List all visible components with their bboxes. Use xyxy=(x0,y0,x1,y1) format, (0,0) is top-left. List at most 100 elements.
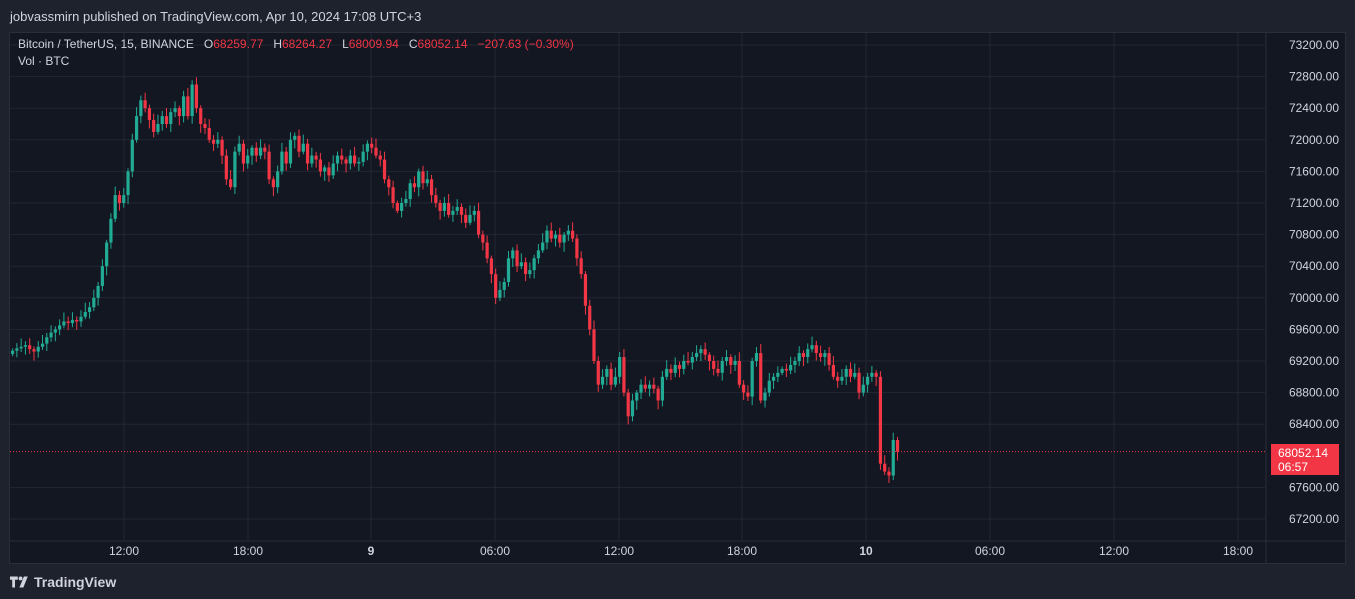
candle-body xyxy=(596,361,600,385)
open-value: 68259.77 xyxy=(213,37,264,51)
candle-body xyxy=(288,139,293,164)
candle-body xyxy=(742,384,746,393)
candle-body xyxy=(194,84,199,109)
candle-body xyxy=(382,159,387,180)
candle-body xyxy=(468,214,472,223)
candle-body xyxy=(724,357,729,361)
candle-body xyxy=(600,376,605,385)
candle-body xyxy=(720,361,724,373)
close-value: 68052.14 xyxy=(417,37,468,51)
candle-body xyxy=(173,108,177,113)
candle-body xyxy=(549,230,553,239)
candle-body xyxy=(49,332,53,338)
x-tick-label: 18:00 xyxy=(1223,544,1253,558)
candle-body xyxy=(190,84,194,117)
candle-body xyxy=(536,250,541,259)
close-label: C xyxy=(408,37,418,51)
candle-body xyxy=(160,116,164,124)
candle-body xyxy=(801,353,806,358)
high-value: 68264.27 xyxy=(282,37,333,51)
candle-body xyxy=(147,108,151,121)
candle-body xyxy=(541,242,545,251)
tradingview-logo-icon xyxy=(10,576,28,588)
footer-brand[interactable]: TradingView xyxy=(10,572,116,592)
candle-body xyxy=(186,96,190,117)
candle-body xyxy=(280,151,284,172)
candle-body xyxy=(301,143,305,152)
candle-body xyxy=(32,349,36,352)
x-tick-label: 10 xyxy=(859,544,873,558)
candle-body xyxy=(695,353,699,358)
candle-body xyxy=(622,357,626,393)
candle-body xyxy=(823,353,827,358)
candle-body xyxy=(87,307,92,313)
open-label: O xyxy=(203,37,214,51)
candle-body xyxy=(686,361,690,363)
y-tick-label: 70000.00 xyxy=(1289,291,1339,305)
candle-body xyxy=(605,368,609,377)
candle-body xyxy=(70,319,75,324)
y-tick-label: 67600.00 xyxy=(1289,480,1339,494)
candle-body xyxy=(438,203,442,211)
candle-body xyxy=(96,285,100,298)
candle-body xyxy=(314,155,318,160)
candle-body xyxy=(53,329,57,333)
candle-body xyxy=(378,155,382,160)
y-tick-label: 69200.00 xyxy=(1289,354,1339,368)
candle-body xyxy=(476,210,481,235)
candle-body xyxy=(400,203,404,211)
candle-body xyxy=(583,274,588,306)
candle-body xyxy=(139,100,143,117)
candle-body xyxy=(182,96,186,117)
candle-body xyxy=(429,179,434,196)
publisher-bar: jobvassmirn published on TradingView.com… xyxy=(0,0,1355,32)
candle-body xyxy=(156,124,160,132)
candle-body xyxy=(643,384,647,389)
candle-body xyxy=(267,151,271,180)
last-price-tag: 68052.14 06:57 xyxy=(1271,444,1339,475)
y-tick-label: 70800.00 xyxy=(1289,228,1339,242)
candle-body xyxy=(447,203,451,215)
candle-body xyxy=(15,348,19,351)
candle-body xyxy=(246,155,250,164)
candle-body xyxy=(870,372,874,377)
low-value: 68009.94 xyxy=(348,37,399,51)
brand-name: TradingView xyxy=(34,574,117,590)
candle-body xyxy=(117,195,122,203)
candle-body xyxy=(348,155,352,164)
candle-body xyxy=(733,361,737,365)
candle-body xyxy=(874,372,878,377)
candle-body xyxy=(130,139,134,172)
candle-body xyxy=(434,195,438,203)
candle-body xyxy=(532,258,536,271)
candle-body xyxy=(831,364,835,377)
high-label: H xyxy=(273,37,282,51)
y-tick-label: 71600.00 xyxy=(1289,164,1339,178)
candle-body xyxy=(562,234,566,243)
x-tick-label: 18:00 xyxy=(727,544,757,558)
candle-body xyxy=(293,135,297,140)
candle-body xyxy=(895,440,900,452)
candle-body xyxy=(729,357,733,365)
candle-body xyxy=(425,179,429,184)
candle-body xyxy=(528,270,532,275)
candle-body xyxy=(878,376,883,464)
ohlc-legend: Bitcoin / TetherUS, 15, BINANCE O68259.7… xyxy=(18,36,574,53)
candle-body xyxy=(408,183,412,200)
candle-body xyxy=(844,368,848,377)
candle-body xyxy=(177,108,181,117)
candle-body xyxy=(113,195,117,219)
candle-body xyxy=(472,210,476,215)
candle-body xyxy=(652,384,656,389)
candle-body xyxy=(387,179,391,188)
candle-body xyxy=(340,155,344,160)
candle-body xyxy=(284,151,288,164)
candle-body xyxy=(814,345,818,354)
candle-body xyxy=(891,440,895,476)
candle-body xyxy=(370,143,374,148)
candle-body xyxy=(848,368,853,377)
candle-body xyxy=(220,139,224,156)
candle-body xyxy=(682,361,686,369)
candle-body xyxy=(613,376,617,385)
